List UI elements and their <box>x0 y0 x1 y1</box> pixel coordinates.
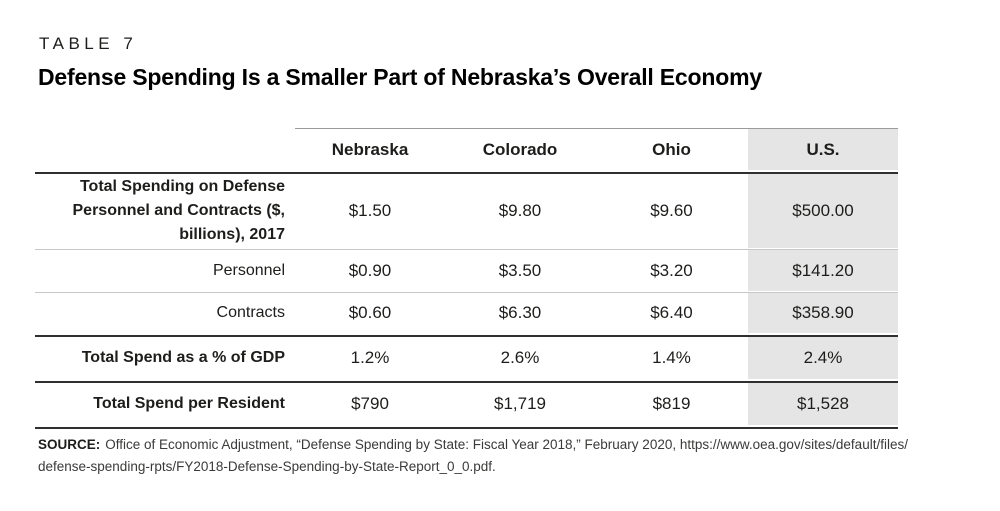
table-row-contracts: Contracts $0.60 $6.30 $6.40 $358.90 <box>35 293 898 337</box>
column-header-us: U.S. <box>748 128 898 170</box>
cell-colorado: $1,719 <box>494 394 546 413</box>
cell-ohio: $9.60 <box>650 201 693 220</box>
row-label: Total Spending on Defense Personnel and … <box>72 178 286 243</box>
row-label: Total Spend as a % of GDP <box>81 349 285 366</box>
table-row-pct-gdp: Total Spend as a % of GDP 1.2% 2.6% 1.4%… <box>35 337 898 383</box>
cell-ohio: $3.20 <box>650 260 693 280</box>
column-header-ohio: Ohio <box>595 128 748 170</box>
header-cell-empty <box>35 128 295 170</box>
cell-us: $358.90 <box>748 293 898 333</box>
column-header-nebraska: Nebraska <box>295 128 445 170</box>
cell-nebraska: $0.60 <box>348 303 392 322</box>
row-label: Total Spend per Resident <box>93 395 285 412</box>
cell-colorado: $6.30 <box>498 303 542 322</box>
table-title: Defense Spending Is a Smaller Part of Ne… <box>38 64 762 90</box>
row-label: Contracts <box>216 304 285 321</box>
column-header-colorado: Colorado <box>445 128 595 170</box>
table-header-row: Nebraska Colorado Ohio U.S. <box>35 128 898 174</box>
cell-ohio: 1.4% <box>652 348 691 367</box>
source-label: SOURCE: <box>38 437 101 452</box>
defense-spending-table: Nebraska Colorado Ohio U.S. Total Spendi… <box>35 128 898 429</box>
cell-nebraska: $1.50 <box>348 201 392 220</box>
table-row-total-spending: Total Spending on Defense Personnel and … <box>35 174 898 250</box>
cell-us: $1,528 <box>748 383 898 425</box>
source-line-1: SOURCE: Office of Economic Adjustment, “D… <box>38 437 908 452</box>
cell-ohio: $819 <box>652 394 691 413</box>
cell-colorado: $3.50 <box>498 260 542 280</box>
cell-colorado: 2.6% <box>500 348 540 367</box>
cell-us: $141.20 <box>748 250 898 291</box>
cell-us: 2.4% <box>748 337 898 379</box>
cell-us: $500.00 <box>748 174 898 248</box>
source-note: SOURCE: Office of Economic Adjustment, “D… <box>38 434 973 478</box>
source-text-1: Office of Economic Adjustment, “Defense … <box>105 437 908 452</box>
table-number-kicker: TABLE 7 <box>39 34 138 53</box>
table-row-per-resident: Total Spend per Resident $790 $1,719 $81… <box>35 383 898 429</box>
row-label: Personnel <box>212 261 285 279</box>
cell-colorado: $9.80 <box>498 201 542 220</box>
table-row-personnel: Personnel $0.90 $3.50 $3.20 $141.20 <box>35 250 898 293</box>
cell-nebraska: $790 <box>351 394 389 413</box>
cell-nebraska: 1.2% <box>350 348 390 367</box>
cell-nebraska: $0.90 <box>348 260 392 280</box>
source-line-2: defense-spending-rpts/FY2018-Defense-Spe… <box>38 459 496 474</box>
cell-ohio: $6.40 <box>650 303 693 322</box>
